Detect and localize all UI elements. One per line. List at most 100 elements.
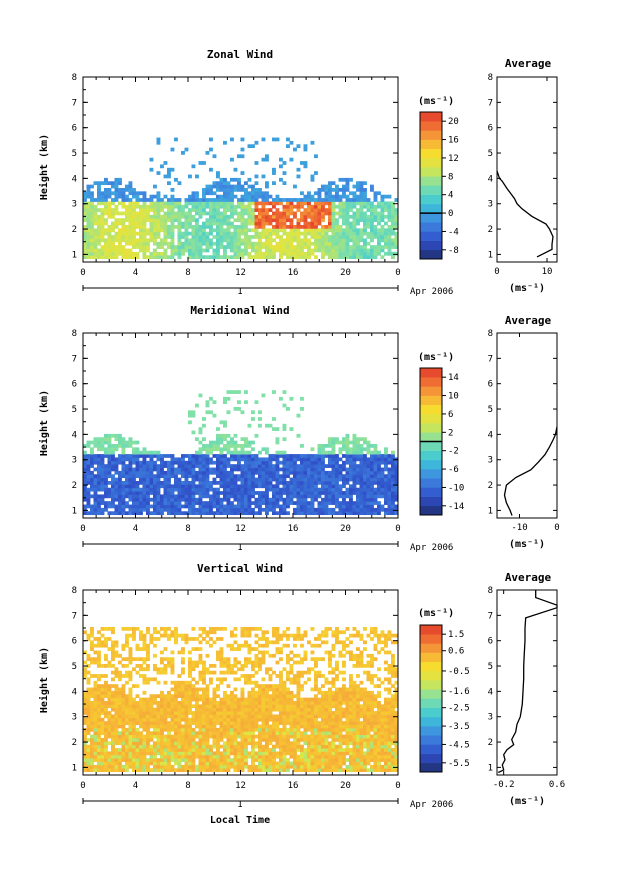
field-cell — [363, 231, 367, 236]
field-cell — [90, 764, 94, 769]
field-cell — [282, 171, 287, 175]
field-cell — [100, 464, 105, 468]
field-cell — [205, 211, 210, 216]
field-cell — [149, 738, 154, 742]
field-cell — [90, 721, 94, 725]
field-cell — [303, 218, 308, 223]
field-cell — [114, 704, 119, 709]
field-cell — [202, 467, 206, 472]
field-cell — [202, 731, 206, 736]
field-cell — [177, 477, 182, 482]
field-cell — [195, 474, 199, 479]
field-cell — [282, 457, 287, 462]
field-cell — [209, 450, 213, 455]
field-cell — [177, 221, 182, 226]
field-cell — [359, 188, 364, 192]
field-cell — [251, 511, 255, 516]
field-cell — [191, 477, 196, 482]
field-cell — [247, 504, 252, 509]
field-cell — [247, 487, 252, 492]
field-cell — [359, 467, 364, 472]
field-cell — [237, 188, 241, 192]
field-cell — [209, 748, 213, 752]
field-cell — [146, 758, 150, 762]
colorbar-swatch — [420, 423, 442, 433]
field-cell — [268, 218, 273, 223]
field-cell — [282, 218, 287, 223]
field-cell — [219, 704, 224, 709]
field-cell — [359, 481, 364, 485]
field-cell — [244, 464, 248, 468]
field-cell — [254, 218, 259, 223]
field-cell — [139, 758, 143, 762]
field-cell — [188, 470, 192, 475]
field-cell — [212, 627, 217, 631]
field-cell — [261, 137, 266, 142]
field-cell — [118, 484, 122, 489]
field-cell — [394, 481, 399, 485]
field-cell — [345, 437, 350, 442]
field-cell — [261, 245, 266, 249]
field-cell — [205, 184, 210, 189]
field-cell — [254, 161, 259, 165]
field-cell — [149, 477, 154, 482]
profile-x-tick-label: 0 — [494, 267, 499, 277]
field-cell — [223, 255, 227, 260]
field-cell — [216, 208, 220, 212]
field-cell — [174, 633, 178, 638]
field-cell — [380, 235, 385, 239]
field-cell — [356, 255, 360, 260]
field-cell — [181, 687, 185, 692]
field-cell — [209, 677, 213, 682]
field-cell — [335, 464, 339, 468]
field-cell — [226, 218, 231, 223]
field-cell — [209, 208, 213, 212]
field-cell — [258, 201, 262, 206]
field-cell — [111, 734, 115, 739]
field-cell — [216, 454, 220, 458]
field-cell — [160, 721, 164, 725]
field-cell — [352, 218, 357, 223]
field-cell — [216, 238, 220, 243]
field-cell — [184, 477, 189, 482]
field-cell — [118, 670, 122, 675]
field-cell — [384, 491, 388, 495]
field-cell — [132, 697, 136, 702]
field-cell — [156, 467, 161, 472]
field-cell — [191, 647, 196, 651]
field-cell — [139, 704, 143, 709]
field-cell — [240, 491, 245, 495]
field-cell — [233, 481, 238, 485]
field-cell — [97, 694, 101, 699]
field-cell — [188, 724, 192, 729]
field-cell — [146, 727, 150, 732]
field-cell — [135, 251, 140, 256]
field-cell — [384, 208, 388, 212]
field-cell — [303, 474, 308, 479]
field-cell — [163, 704, 168, 709]
field-cell — [114, 494, 119, 499]
field-cell — [349, 248, 353, 253]
field-cell — [142, 228, 147, 233]
field-cell — [93, 650, 98, 655]
field-cell — [121, 738, 126, 742]
field-cell — [356, 194, 360, 199]
field-cell — [100, 474, 105, 479]
field-cell — [216, 494, 220, 499]
field-cell — [223, 764, 227, 769]
field-cell — [149, 731, 154, 736]
field-cell — [195, 460, 199, 465]
field-cell — [167, 731, 171, 736]
field-cell — [303, 454, 308, 458]
field-cell — [188, 484, 192, 489]
field-cell — [244, 248, 248, 253]
field-cell — [83, 198, 87, 202]
field-cell — [153, 630, 157, 635]
field-cell — [384, 447, 388, 452]
field-cell — [195, 717, 199, 722]
field-cell — [195, 511, 199, 516]
field-cell — [380, 214, 385, 219]
field-cell — [114, 684, 119, 688]
field-cell — [363, 201, 367, 206]
field-cell — [254, 221, 259, 226]
